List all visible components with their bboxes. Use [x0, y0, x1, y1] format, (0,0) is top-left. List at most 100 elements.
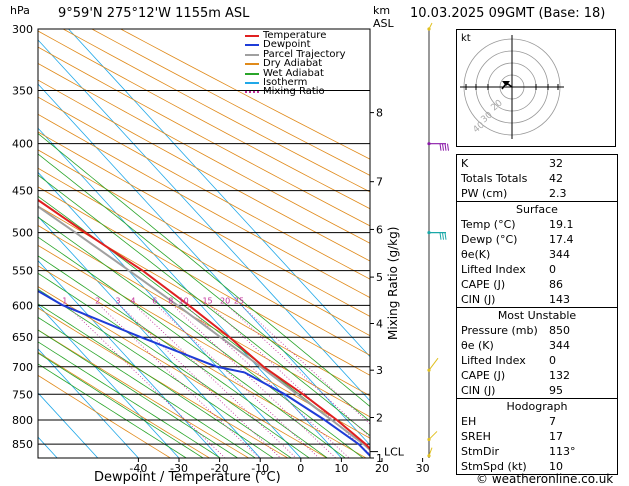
legend-label: Dewpoint — [263, 39, 311, 51]
dry-adiabat — [38, 265, 367, 458]
wet-adiabat — [38, 174, 370, 437]
wind-barb-shaft — [428, 431, 438, 440]
mu-row: Lifted Index 0 — [461, 354, 556, 367]
wind-barb-shaft — [428, 22, 433, 30]
wet-adiabat — [38, 272, 310, 458]
pressure-tick-label: 750 — [12, 388, 33, 401]
surface-section-title: Surface — [457, 201, 617, 217]
wind-barb-flag — [439, 232, 442, 240]
pressure-tick-label: 850 — [12, 438, 33, 451]
asl-label: ASL — [373, 17, 394, 30]
pressure-tick-label: 300 — [12, 23, 33, 36]
wet-adiabat — [38, 316, 256, 458]
surface-row: Lifted Index 0 — [461, 263, 556, 276]
hodo-row: StmSpd (kt) 10 — [461, 460, 563, 473]
pressure-tick-label: 500 — [12, 227, 33, 240]
dry-adiabat — [38, 167, 370, 356]
pressure-tick-label: 700 — [12, 361, 33, 374]
parcel-trajectory-line — [38, 205, 370, 452]
index-row-k: K 32 — [461, 157, 563, 170]
x-axis-label: Dewpoint / Temperature (°C) — [94, 470, 281, 485]
dry-adiabat — [38, 62, 370, 244]
location-title: 9°59'N 275°12'W 1155m ASL — [58, 6, 250, 21]
legend-label: Dry Adiabat — [263, 58, 323, 70]
pressure-tick-label: 800 — [12, 414, 33, 427]
dry-adiabat — [38, 286, 328, 458]
legend-swatch — [245, 53, 259, 56]
mixing-ratio-tick-label: 15 — [202, 296, 212, 305]
wet-adiabat — [38, 352, 204, 458]
mixing-ratio-line — [226, 305, 370, 438]
hpa-label: hPa — [10, 4, 30, 17]
credit-link[interactable]: © weatheronline.co.uk — [476, 472, 614, 486]
legend-swatch — [245, 63, 259, 66]
wet-adiabat — [38, 132, 370, 408]
hodo-kt-label: kt — [461, 33, 471, 44]
dry-adiabat — [38, 186, 370, 376]
wind-barb-flag — [447, 143, 449, 151]
datetime-title: 10.03.2025 09GMT (Base: 18) — [410, 6, 606, 21]
lcl-label: LCL — [384, 446, 405, 459]
surface-row: CAPE (J) 86 — [461, 278, 563, 291]
legend-swatch — [245, 91, 259, 94]
dry-adiabat — [38, 79, 370, 262]
dry-adiabat — [38, 329, 249, 458]
mixing-ratio-line — [209, 305, 370, 455]
km-tick-label: 1 — [376, 452, 383, 465]
wet-adiabat — [38, 153, 370, 422]
x-tick-label: 10 — [334, 462, 348, 475]
mu-row: θe (K) 344 — [461, 339, 570, 352]
mu-row: CIN (J) 95 — [461, 384, 563, 397]
x-tick-label: -20 — [211, 462, 229, 475]
dry-adiabat — [38, 351, 210, 458]
surface-row: Temp (°C) 19.1 — [461, 218, 574, 231]
km-tick-label: 6 — [376, 223, 383, 236]
legend-label: Isotherm — [263, 77, 308, 88]
isotherm-line — [38, 83, 370, 446]
pressure-tick-label: 450 — [12, 185, 33, 198]
dry-adiabat — [120, 29, 370, 160]
x-tick-label: 20 — [375, 462, 389, 475]
dry-adiabat — [62, 29, 370, 193]
legend-swatch — [245, 72, 259, 75]
isotherm-line — [38, 348, 139, 458]
hodograph-section-title: Hodograph — [457, 398, 617, 414]
legend-swatch — [245, 82, 259, 84]
mixing-ratio-axis-label: Mixing Ratio (g/kg) — [386, 226, 400, 340]
mixing-ratio-tick-label: 1 — [62, 296, 67, 305]
isotherm-line — [38, 260, 220, 458]
wind-barb-flag — [444, 143, 447, 151]
wet-adiabat — [38, 255, 328, 458]
dry-adiabat — [91, 29, 370, 176]
most-unstable-section-title: Most Unstable — [457, 307, 617, 323]
wet-adiabat — [38, 341, 221, 458]
legend-label: Parcel Trajectory — [263, 48, 346, 60]
x-tick-label: 0 — [297, 462, 304, 475]
mixing-ratio-tick-label: 8 — [168, 296, 173, 305]
km-tick-label: 3 — [376, 364, 383, 377]
km-tick-label: 5 — [376, 271, 383, 284]
mixing-ratio-line — [156, 305, 320, 458]
mixing-ratio-tick-label: 3 — [115, 296, 120, 305]
mu-row: Pressure (mb) 850 — [461, 324, 570, 337]
km-tick-label: 8 — [376, 107, 383, 120]
pressure-tick-label: 350 — [12, 84, 33, 97]
wind-barb-flag — [442, 232, 444, 240]
wind-barb-flag — [442, 143, 444, 151]
km-tick-label: 4 — [376, 318, 383, 331]
pressure-tick-label: 550 — [12, 265, 33, 278]
dry-adiabat — [38, 46, 370, 227]
mixing-ratio-tick-label: 25 — [234, 296, 244, 305]
x-tick-label: -10 — [251, 462, 269, 475]
dry-adiabat — [38, 113, 370, 299]
plot-frame — [37, 28, 371, 459]
mixing-ratio-tick-label: 10 — [179, 296, 189, 305]
pressure-tick-label: 600 — [12, 299, 33, 312]
dry-adiabat — [38, 374, 171, 458]
km-label: km — [373, 4, 391, 17]
surface-row: CIN (J) 143 — [461, 293, 570, 306]
dry-adiabat — [38, 131, 370, 317]
wind-barb-flag — [439, 143, 442, 151]
wet-adiabat — [38, 363, 187, 458]
surface-row: θe(K) 344 — [461, 248, 570, 261]
